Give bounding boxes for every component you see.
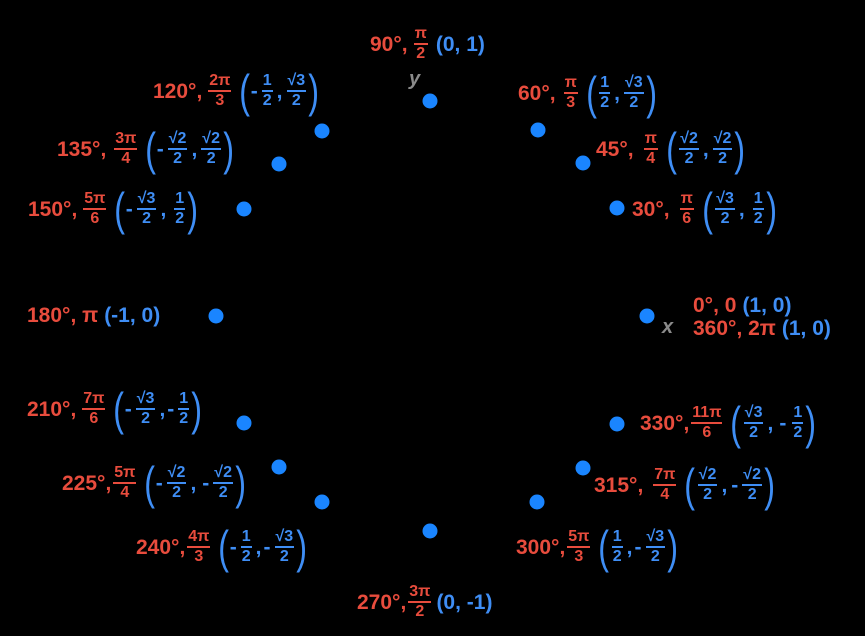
point-330 xyxy=(609,416,625,432)
point-300 xyxy=(529,494,545,510)
point-225 xyxy=(271,459,287,475)
label-270: 270°, 3π 2 (0, -1) xyxy=(357,583,493,620)
point-90 xyxy=(422,93,438,109)
x-axis-label: x xyxy=(662,316,674,338)
point-150 xyxy=(236,201,252,217)
point-45 xyxy=(575,155,591,171)
label-315: 315°, 7π 4 ( √2 2, - √2 2 ) xyxy=(594,459,776,511)
point-270 xyxy=(422,523,438,539)
point-210 xyxy=(236,415,252,431)
point-60 xyxy=(530,122,546,138)
point-240 xyxy=(314,494,330,510)
point-315 xyxy=(575,460,591,476)
label-0-360: 0°, 0 (1, 0) 360°, 2π (1, 0) xyxy=(693,294,831,340)
coordinate: (0, 1) xyxy=(435,32,485,56)
point-0 xyxy=(639,308,655,324)
label-180: 180°, π (-1, 0) xyxy=(27,304,161,327)
point-180 xyxy=(208,308,224,324)
degree: 90° xyxy=(370,32,402,56)
label-225: 225°, 5π 4 ( - √2 2, - √2 2 ) xyxy=(62,457,247,509)
point-120 xyxy=(314,123,330,139)
label-135: 135°, 3π 4 ( - √2 2, √2 2 ) xyxy=(57,123,235,175)
y-axis-label: y xyxy=(409,68,421,90)
point-135 xyxy=(271,156,287,172)
point-30 xyxy=(609,200,625,216)
